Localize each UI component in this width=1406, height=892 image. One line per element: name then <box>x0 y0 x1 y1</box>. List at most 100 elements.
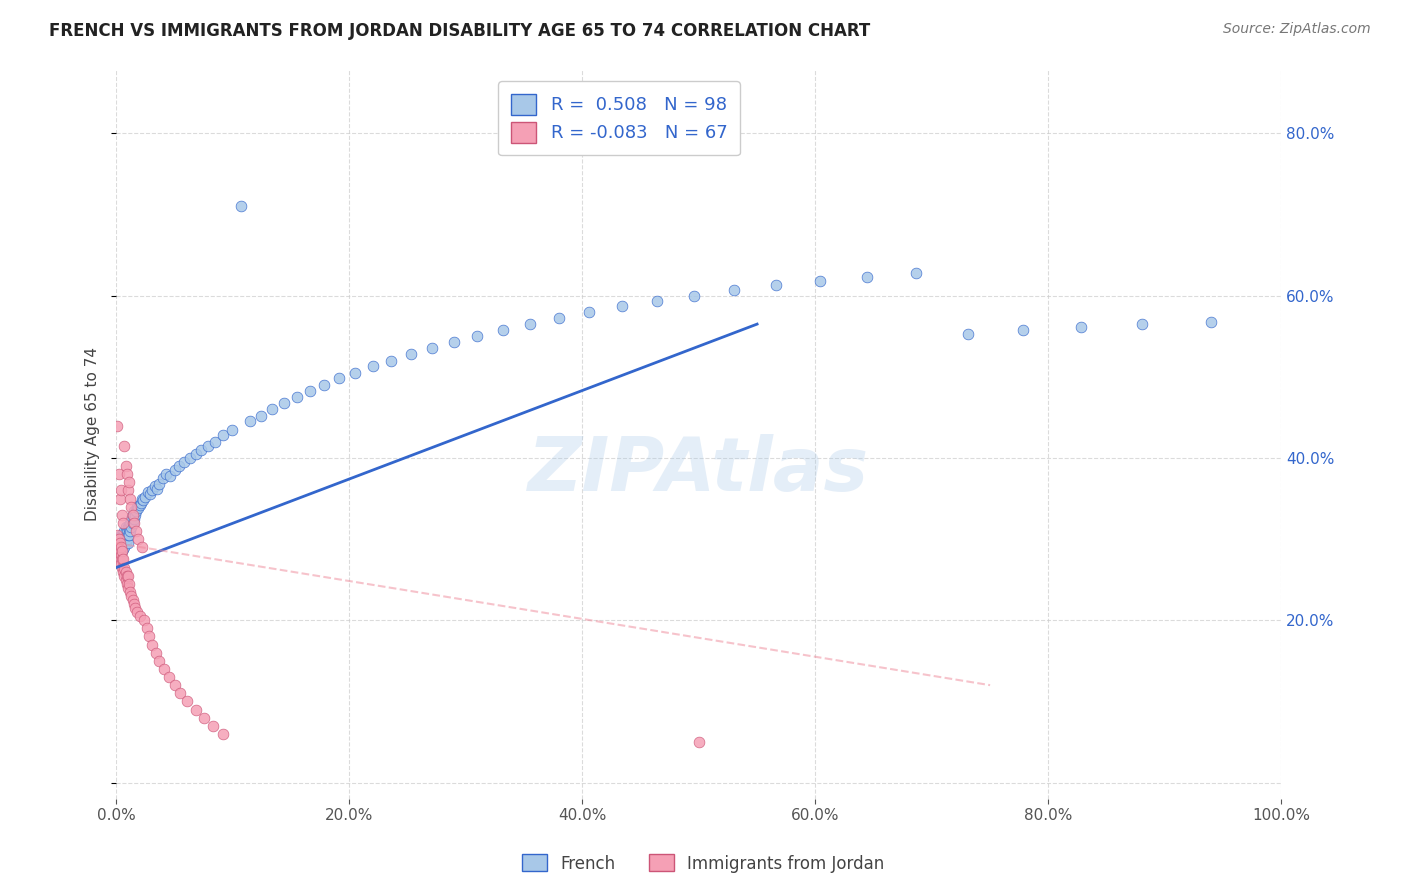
Point <box>683 289 706 303</box>
Point <box>115 524 138 538</box>
Point <box>112 540 135 554</box>
Point <box>399 347 422 361</box>
Point <box>179 450 201 465</box>
Point <box>127 500 149 514</box>
Point <box>111 536 134 550</box>
Point <box>112 568 135 582</box>
Point <box>610 299 633 313</box>
Point <box>1130 317 1153 331</box>
Point <box>344 366 367 380</box>
Point <box>184 702 207 716</box>
Point <box>239 414 262 428</box>
Text: ZIPAtlas: ZIPAtlas <box>529 434 869 507</box>
Point <box>111 508 134 522</box>
Point <box>190 442 212 457</box>
Point <box>163 678 186 692</box>
Point <box>169 686 191 700</box>
Point <box>120 524 142 538</box>
Point <box>380 353 402 368</box>
Point <box>120 491 142 506</box>
Point <box>115 467 138 482</box>
Point <box>110 483 132 498</box>
Point <box>107 536 129 550</box>
Point <box>118 528 141 542</box>
Point <box>122 516 145 530</box>
Point <box>117 536 139 550</box>
Point <box>118 576 141 591</box>
Point <box>492 323 515 337</box>
Point <box>298 384 321 398</box>
Point <box>111 544 134 558</box>
Point <box>117 568 139 582</box>
Point <box>122 512 145 526</box>
Point <box>1070 319 1092 334</box>
Point <box>115 576 138 591</box>
Point <box>1011 323 1033 337</box>
Point <box>108 552 131 566</box>
Point <box>159 468 181 483</box>
Point <box>197 439 219 453</box>
Point <box>548 311 571 326</box>
Point <box>121 508 143 522</box>
Point <box>120 500 142 514</box>
Point <box>136 485 159 500</box>
Point <box>956 326 979 341</box>
Point <box>122 597 145 611</box>
Point <box>117 528 139 542</box>
Point <box>110 528 132 542</box>
Point <box>129 495 152 509</box>
Point <box>201 719 224 733</box>
Point <box>110 540 132 554</box>
Point <box>645 294 668 309</box>
Point <box>110 544 132 558</box>
Point <box>117 483 139 498</box>
Point <box>578 305 600 319</box>
Point <box>112 560 135 574</box>
Point <box>128 498 150 512</box>
Point <box>131 540 153 554</box>
Point <box>167 459 190 474</box>
Point <box>221 423 243 437</box>
Point <box>107 528 129 542</box>
Point <box>107 467 129 482</box>
Point <box>148 477 170 491</box>
Point <box>765 278 787 293</box>
Point <box>904 266 927 280</box>
Point <box>125 524 148 538</box>
Point <box>112 516 135 530</box>
Point <box>115 568 138 582</box>
Point <box>134 490 156 504</box>
Point <box>249 409 271 423</box>
Point <box>273 396 295 410</box>
Point <box>117 520 139 534</box>
Point <box>111 528 134 542</box>
Point <box>112 541 135 556</box>
Point <box>1201 315 1223 329</box>
Point <box>121 508 143 522</box>
Point <box>114 520 136 534</box>
Point <box>204 434 226 449</box>
Point <box>132 493 155 508</box>
Point <box>808 274 831 288</box>
Point <box>131 491 153 506</box>
Point <box>122 504 145 518</box>
Point <box>145 646 167 660</box>
Point <box>121 516 143 530</box>
Point <box>124 508 146 522</box>
Point <box>107 544 129 558</box>
Point <box>107 536 129 550</box>
Legend: French, Immigrants from Jordan: French, Immigrants from Jordan <box>515 847 891 880</box>
Point <box>118 520 141 534</box>
Point <box>112 528 135 542</box>
Point <box>112 552 135 566</box>
Point <box>114 528 136 542</box>
Point <box>855 270 877 285</box>
Point <box>108 536 131 550</box>
Point <box>143 479 166 493</box>
Point <box>112 439 135 453</box>
Point <box>127 605 149 619</box>
Text: FRENCH VS IMMIGRANTS FROM JORDAN DISABILITY AGE 65 TO 74 CORRELATION CHART: FRENCH VS IMMIGRANTS FROM JORDAN DISABIL… <box>49 22 870 40</box>
Text: Source: ZipAtlas.com: Source: ZipAtlas.com <box>1223 22 1371 37</box>
Point <box>112 565 135 579</box>
Point <box>328 371 350 385</box>
